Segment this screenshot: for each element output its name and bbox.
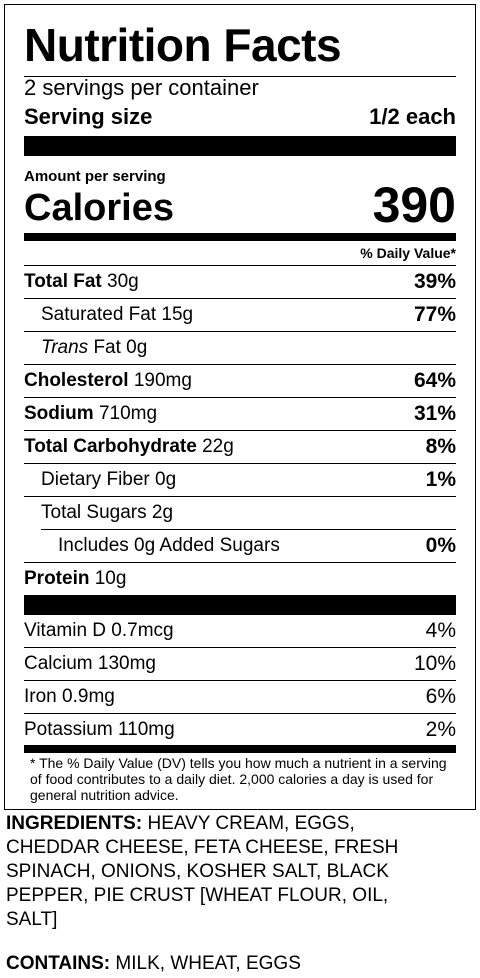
nutrient-amount: 0g [155, 469, 177, 490]
vitamin-amount: 110mg [117, 719, 175, 740]
nutrient-dv: 1% [425, 468, 456, 491]
nutrient-name: Total Fat [24, 271, 102, 292]
vitamin-dv: 10% [413, 652, 456, 675]
nutrient-name: Total Carbohydrate [24, 436, 197, 457]
vitamin-dv: 6% [425, 685, 456, 708]
contains-label: CONTAINS: [6, 953, 111, 974]
vitamin-amount: 130mg [97, 653, 157, 674]
nutrient-amount: 190mg [133, 370, 192, 391]
calories-label: Calories [24, 187, 174, 229]
ingredients-label: INGREDIENTS: [6, 813, 143, 834]
nutrient-name: Trans [41, 337, 89, 358]
vitamin-name: Vitamin D [24, 620, 107, 641]
nutrient-dv: 31% [413, 402, 456, 425]
daily-value-footnote: * The % Daily Value (DV) tells you how m… [30, 755, 447, 803]
vitamin-name: Iron [24, 686, 57, 707]
vitamin-dv: 4% [425, 619, 456, 642]
nutrient-dv: 39% [413, 270, 456, 293]
nutrient-row-dietary-fiber: Dietary Fiber 0g 1% [24, 464, 456, 497]
divider [24, 265, 456, 266]
medium-divider [24, 233, 456, 241]
nutrient-amount: 710mg [98, 403, 158, 424]
nutrient-name: Includes 0g Added Sugars [58, 535, 280, 556]
servings-per-container: 2 servings per container [24, 75, 259, 100]
ingredients-text: HEAVY CREAM, EGGS, CHEDDAR CHEESE, FETA … [6, 813, 399, 930]
nutrient-amount: 22g [202, 436, 234, 457]
nutrient-amount: 10g [94, 568, 127, 589]
nutrient-name: Protein [24, 568, 90, 589]
medium-divider [24, 745, 456, 753]
nutrient-name: Cholesterol [24, 370, 129, 391]
nutrient-dv: 8% [425, 435, 456, 458]
nutrient-row-trans-fat: Trans Fat 0g [24, 332, 456, 365]
nutrient-dv: 64% [413, 369, 456, 392]
allergen-statement: CONTAINS: MILK, WHEAT, EGGS [6, 952, 301, 976]
vitamin-amount: 0.9mg [62, 686, 115, 707]
ingredients-statement: INGREDIENTS: HEAVY CREAM, EGGS, CHEDDAR … [6, 812, 436, 932]
nutrient-row-protein: Protein 10g [24, 563, 456, 595]
nutrient-name: Total Sugars [41, 502, 147, 523]
nutrient-row-added-sugars: Includes 0g Added Sugars 0% [24, 530, 456, 563]
serving-size-row: Serving size 1/2 each [24, 103, 456, 131]
nutrient-row-total-carbohydrate: Total Carbohydrate 22g 8% [24, 431, 456, 464]
nutrient-name: Dietary Fiber [41, 469, 150, 490]
vitamin-row-calcium: Calcium 130mg 10% [24, 648, 456, 681]
vitamin-row-iron: Iron 0.9mg 6% [24, 681, 456, 714]
nutrient-amount: Fat 0g [93, 337, 148, 358]
vitamin-name: Potassium [24, 719, 113, 740]
nutrient-row-total-sugars: Total Sugars 2g [24, 497, 456, 530]
calories-value: 390 [372, 177, 456, 233]
daily-value-header: % Daily Value* [360, 245, 456, 261]
vitamin-amount: 0.7mcg [111, 620, 174, 641]
nutrient-row-sodium: Sodium 710mg 31% [24, 398, 456, 431]
nutrient-dv: 77% [413, 303, 456, 326]
divider [24, 76, 456, 77]
nutrient-name: Saturated Fat [41, 304, 157, 325]
vitamin-dv: 2% [425, 718, 456, 741]
vitamin-row-vitamin-d: Vitamin D 0.7mcg 4% [24, 615, 456, 648]
nutrient-row-cholesterol: Cholesterol 190mg 64% [24, 365, 456, 398]
amount-per-serving: Amount per serving [24, 168, 166, 185]
nutrient-amount: 15g [161, 304, 194, 325]
thick-divider [24, 136, 456, 156]
nutrient-row-total-fat: Total Fat 30g 39% [24, 266, 456, 299]
serving-size-value: 1/2 each [369, 104, 456, 129]
nutrient-amount: 30g [107, 271, 139, 292]
nutrient-amount: 2g [151, 502, 174, 523]
thick-divider [24, 595, 456, 615]
serving-size-label: Serving size [24, 104, 153, 129]
vitamin-name: Calcium [24, 653, 93, 674]
nutrient-name: Sodium [24, 403, 94, 424]
nutrition-facts-panel: Nutrition Facts 2 servings per container… [4, 4, 476, 810]
panel-title: Nutrition Facts [24, 19, 342, 71]
nutrient-row-saturated-fat: Saturated Fat 15g 77% [24, 299, 456, 332]
vitamin-row-potassium: Potassium 110mg 2% [24, 714, 456, 746]
contains-text: MILK, WHEAT, EGGS [115, 953, 301, 974]
nutrient-dv: 0% [425, 534, 456, 557]
